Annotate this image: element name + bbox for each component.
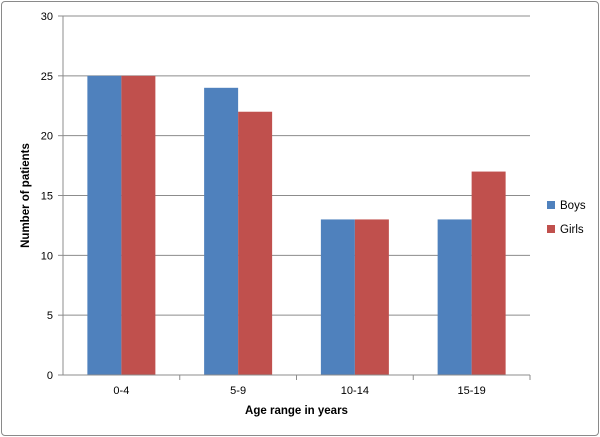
y-axis-title: Number of patients bbox=[20, 143, 32, 248]
bar-boys-10-14 bbox=[320, 219, 355, 375]
legend: Boys Girls bbox=[547, 200, 586, 236]
legend-swatch-boys bbox=[547, 201, 555, 209]
y-axis-ticks: 0 5 10 15 20 25 30 bbox=[41, 11, 63, 382]
bars bbox=[87, 75, 506, 376]
y-tick-label: 15 bbox=[41, 191, 53, 203]
bar-girls-15-19 bbox=[471, 171, 506, 375]
y-tick-label: 20 bbox=[41, 131, 53, 143]
bar-girls-0-4 bbox=[121, 75, 156, 375]
bar-girls-5-9 bbox=[238, 111, 273, 375]
x-tick-label: 5-9 bbox=[230, 385, 246, 397]
y-tick-label: 5 bbox=[47, 310, 53, 322]
bar-boys-5-9 bbox=[204, 87, 239, 376]
legend-label-boys: Boys bbox=[560, 200, 586, 212]
legend-swatch-girls bbox=[547, 225, 555, 233]
bar-boys-0-4 bbox=[87, 75, 122, 375]
y-tick-label: 10 bbox=[41, 250, 53, 262]
x-axis-ticks: 0-4 5-9 10-14 15-19 bbox=[113, 375, 531, 397]
y-tick-label: 25 bbox=[41, 71, 53, 83]
y-tick-label: 0 bbox=[47, 370, 53, 382]
legend-label-girls: Girls bbox=[560, 224, 584, 236]
x-tick-label: 10-14 bbox=[341, 385, 369, 397]
bar-boys-15-19 bbox=[437, 219, 472, 375]
y-tick-label: 30 bbox=[41, 11, 53, 23]
bar-girls-10-14 bbox=[354, 219, 389, 375]
x-tick-label: 0-4 bbox=[113, 385, 129, 397]
x-axis-title: Age range in years bbox=[245, 405, 348, 417]
x-tick-label: 15-19 bbox=[458, 385, 486, 397]
